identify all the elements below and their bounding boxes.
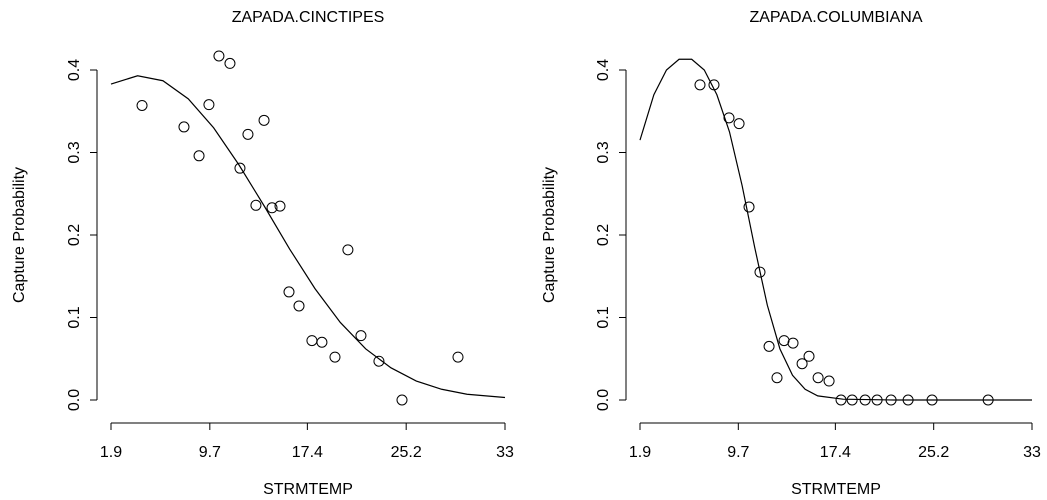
point	[771, 372, 783, 384]
point	[373, 355, 385, 367]
point	[733, 118, 745, 130]
y-tick-label: 0.4	[66, 59, 83, 81]
chart-title: ZAPADA.COLUMBIANA	[749, 9, 922, 26]
fit-curve	[639, 58, 1032, 401]
y-tick-label: 0.1	[595, 306, 612, 328]
point	[203, 99, 215, 111]
point	[266, 202, 278, 214]
y-tick-label: 0.0	[66, 389, 83, 411]
point	[754, 266, 766, 278]
point	[787, 337, 799, 349]
x-axis-label: STRMTEMP	[263, 481, 353, 498]
point	[763, 340, 775, 352]
point	[778, 335, 790, 347]
y-tick-label: 0.3	[66, 141, 83, 163]
point	[859, 394, 871, 406]
point	[452, 351, 464, 363]
point	[250, 199, 262, 211]
x-tick-label: 25.2	[391, 444, 422, 461]
point	[846, 394, 858, 406]
x-tick-label: 17.4	[292, 444, 323, 461]
point	[708, 79, 720, 91]
point	[242, 128, 254, 140]
point	[926, 394, 938, 406]
x-tick-label: 1.9	[629, 444, 651, 461]
point	[823, 375, 835, 387]
y-tick-label: 0.3	[595, 141, 612, 163]
point	[178, 121, 190, 133]
point	[258, 114, 270, 126]
point	[213, 50, 225, 62]
point	[316, 336, 328, 348]
x-tick-label: 17.4	[820, 444, 851, 461]
point	[796, 358, 808, 370]
point	[982, 394, 994, 406]
x-tick-label: 25.2	[918, 444, 949, 461]
chart-title: ZAPADA.CINCTIPES	[232, 9, 385, 26]
point	[723, 112, 735, 124]
y-tick-label: 0.4	[595, 59, 612, 81]
point	[396, 394, 408, 406]
point	[743, 201, 755, 213]
point	[274, 200, 286, 212]
point	[136, 99, 148, 111]
point	[293, 300, 305, 312]
point	[812, 372, 824, 384]
x-tick-label: 9.7	[199, 444, 221, 461]
point	[193, 150, 205, 162]
point	[902, 394, 914, 406]
y-axis-label: Capture Probability	[541, 167, 558, 303]
point	[329, 351, 341, 363]
x-tick-label: 1.9	[100, 444, 122, 461]
point	[234, 162, 246, 174]
point	[871, 394, 883, 406]
y-tick-label: 0.2	[595, 224, 612, 246]
point	[224, 57, 236, 69]
y-axis-label: Capture Probability	[11, 167, 28, 303]
fit-curve	[110, 75, 506, 399]
y-tick-label: 0.2	[66, 224, 83, 246]
point	[885, 394, 897, 406]
y-tick-label: 0.0	[595, 389, 612, 411]
point	[835, 394, 847, 406]
x-tick-label: 9.7	[727, 444, 749, 461]
x-axis-label: STRMTEMP	[791, 481, 881, 498]
point	[306, 335, 318, 347]
point	[342, 244, 354, 256]
point	[694, 79, 706, 91]
point	[803, 350, 815, 362]
point	[355, 330, 367, 342]
y-tick-label: 0.1	[66, 306, 83, 328]
x-tick-label: 33	[496, 444, 514, 461]
point	[283, 286, 295, 298]
x-tick-label: 33	[1023, 444, 1041, 461]
